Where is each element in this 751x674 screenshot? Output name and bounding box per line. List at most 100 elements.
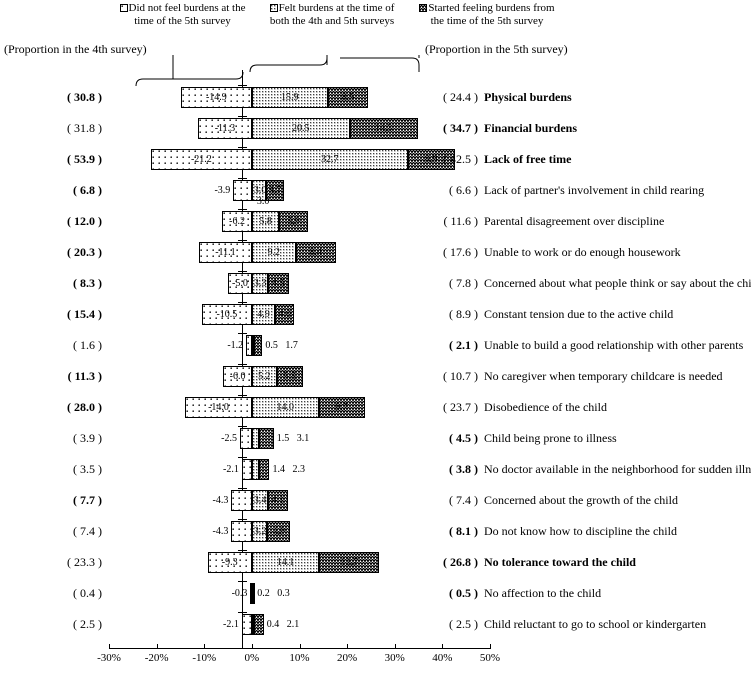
segment-felt-burdens-both-value: 20.5 bbox=[291, 123, 310, 134]
segment-felt-burdens-both-value: 3.4 bbox=[253, 495, 267, 506]
chart-row: ( 53.9 ) -21.2 32.7 9.9 ( 42.5 ) Lack of free… bbox=[0, 144, 751, 175]
category-label: No affection to the child bbox=[484, 586, 602, 600]
proportion-5th-survey: ( 10.7 ) bbox=[443, 369, 478, 383]
x-axis: -30% -20% -10% 0% 10% 20% 30% 40% 50% bbox=[0, 644, 751, 674]
chart-row: ( 1.6 ) -1.2 0.5 1.7 ( 2.1 ) Unable to build … bbox=[0, 330, 751, 361]
zero-tick-mark bbox=[238, 85, 247, 86]
segment-did-not-feel-burdens-value: -11.3 bbox=[214, 123, 236, 134]
proportion-4th-survey: ( 1.6 ) bbox=[73, 338, 102, 352]
axis-tick bbox=[347, 644, 349, 649]
segment-started-feeling-burdens: 9.7 bbox=[318, 397, 365, 418]
segment-did-not-feel-burdens-value: -9.3 bbox=[221, 557, 238, 568]
chart-row: ( 7.4 ) 3.2 4.9 -4.3 ( 8.1 ) Do not know how … bbox=[0, 516, 751, 547]
segment-did-not-feel-burdens-value: -1.2 bbox=[227, 340, 244, 351]
proportion-5th-survey: ( 2.1 ) bbox=[449, 338, 478, 352]
segment-felt-burdens-both-value: 14.1 bbox=[276, 557, 295, 568]
segment-did-not-feel-burdens-value: -10.5 bbox=[216, 309, 238, 320]
stacked-bar: -2.1 1.4 2.3 bbox=[0, 454, 520, 485]
category-label: Do not know how to discipline the child bbox=[484, 524, 677, 538]
segment-did-not-feel-burdens-value: -4.3 bbox=[212, 495, 229, 506]
segment-felt-burdens-both-value: 32.7 bbox=[320, 154, 339, 165]
axis-tick bbox=[394, 644, 396, 649]
segment-did-not-feel-burdens bbox=[231, 521, 252, 542]
proportion-5th-survey: ( 26.8 ) bbox=[443, 555, 478, 569]
category-label: Lack of partner's involvement in child r… bbox=[484, 183, 705, 197]
segment-started-feeling-burdens-value: 4.1 bbox=[271, 495, 285, 506]
segment-felt-burdens-both-value: 4.9 bbox=[257, 309, 270, 320]
segment-started-feeling-burdens-value: 12.7 bbox=[340, 557, 359, 568]
stacked-bar: -2.5 1.5 3.1 bbox=[0, 423, 520, 454]
segment-did-not-feel-burdens: -11.1 bbox=[199, 242, 252, 263]
segment-felt-burdens-both: 32.7 bbox=[251, 149, 408, 170]
stacked-bar: -14.9 15.9 8.5 bbox=[0, 82, 520, 113]
segment-did-not-feel-burdens-value: -6.0 bbox=[229, 371, 246, 382]
segment-did-not-feel-burdens bbox=[241, 459, 252, 480]
axis-tick-label: 30% bbox=[384, 652, 405, 664]
axis-tick-label: -30% bbox=[97, 652, 121, 664]
proportion-4th-survey: ( 31.8 ) bbox=[67, 121, 102, 135]
segment-started-feeling-burdens bbox=[252, 583, 255, 604]
axis-tick bbox=[109, 644, 110, 649]
segment-felt-burdens-both-value: 0.2 bbox=[257, 588, 270, 599]
zero-tick-mark bbox=[238, 209, 247, 210]
segment-did-not-feel-burdens: -10.5 bbox=[201, 304, 252, 325]
proportion-4th-survey: ( 23.3 ) bbox=[67, 555, 102, 569]
segment-started-feeling-burdens-value: 9.9 bbox=[424, 154, 438, 165]
stacked-bar: -1.2 0.5 1.7 bbox=[0, 330, 520, 361]
proportion-5th-survey: ( 2.5 ) bbox=[449, 617, 478, 631]
segment-felt-burdens-both: 5.8 bbox=[251, 211, 280, 232]
segment-started-feeling-burdens-value: 4.0 bbox=[278, 309, 291, 320]
axis-tick-label: 50% bbox=[479, 652, 501, 664]
proportion-4th-survey: ( 28.0 ) bbox=[67, 400, 102, 414]
segment-started-feeling-burdens-value: 9.7 bbox=[335, 402, 348, 413]
proportion-4th-survey: ( 15.4 ) bbox=[67, 307, 102, 321]
zero-line-annotation: 3.0 bbox=[256, 196, 270, 207]
proportion-5th-survey: ( 7.4 ) bbox=[449, 493, 478, 507]
zero-tick-mark bbox=[238, 550, 247, 551]
zero-tick-mark bbox=[238, 302, 247, 303]
category-label: Lack of free time bbox=[484, 152, 572, 166]
category-label: Parental disagreement over discipline bbox=[484, 214, 665, 228]
segment-felt-burdens-both-value: 3.3 bbox=[253, 278, 267, 289]
segment-did-not-feel-burdens: -9.3 bbox=[207, 552, 252, 573]
proportion-4th-survey: ( 7.7 ) bbox=[73, 493, 102, 507]
legend-item-started-feeling-burdens: Started feeling burdens from the time of … bbox=[412, 2, 562, 28]
segment-started-feeling-burdens-value: 2.1 bbox=[286, 619, 300, 630]
legend-swatch-felt-burdens-both-icon bbox=[269, 4, 278, 12]
segment-felt-burdens-both: 3.2 bbox=[251, 521, 268, 542]
segment-started-feeling-burdens-value: 5.9 bbox=[287, 216, 300, 227]
stacked-bar: -6.0 5.2 5.5 bbox=[0, 361, 520, 392]
proportion-5th-survey: ( 0.5 ) bbox=[449, 586, 478, 600]
proportion-4th-survey: ( 0.4 ) bbox=[73, 586, 102, 600]
segment-did-not-feel-burdens-value: -2.1 bbox=[223, 464, 239, 475]
proportion-4th-survey: ( 20.3 ) bbox=[67, 245, 102, 259]
legend-swatch-did-not-feel-burdens-icon bbox=[119, 4, 128, 12]
segment-did-not-feel-burdens-value: -5.0 bbox=[232, 278, 248, 289]
stacked-bar: -6.2 5.8 5.9 bbox=[0, 206, 520, 237]
segment-did-not-feel-burdens bbox=[241, 614, 252, 635]
segment-felt-burdens-both-value: 9.2 bbox=[267, 247, 281, 258]
legend-item-did-not-feel-burdens: Did not feel burdens at the time of the 5… bbox=[110, 2, 255, 28]
segment-felt-burdens-both bbox=[251, 459, 259, 480]
segment-started-feeling-burdens bbox=[253, 614, 264, 635]
legend-label-line1: Did not feel burdens at the bbox=[128, 2, 246, 14]
chart-row: ( 2.5 ) -2.1 0.4 2.1 ( 2.5 ) Child reluctant … bbox=[0, 609, 751, 640]
axis-tick bbox=[442, 644, 444, 649]
segment-did-not-feel-burdens: -11.3 bbox=[198, 118, 252, 139]
segment-felt-burdens-both: 3.3 bbox=[251, 273, 268, 294]
stacked-bar: 3.0 3.7 -3.9 bbox=[0, 175, 520, 206]
proportion-4th-survey: ( 7.4 ) bbox=[73, 524, 102, 538]
segment-started-feeling-burdens: 3.7 bbox=[266, 180, 284, 201]
proportion-4th-survey: ( 53.9 ) bbox=[67, 152, 102, 166]
caption-5th-survey: (Proportion in the 5th survey) bbox=[425, 42, 568, 56]
axis-tick-label: 0% bbox=[244, 652, 260, 664]
segment-did-not-feel-burdens: -5.0 bbox=[228, 273, 252, 294]
stacked-bar: -0.3 0.2 0.3 bbox=[0, 578, 520, 609]
segment-felt-burdens-both: 4.9 bbox=[251, 304, 276, 325]
proportion-5th-survey: ( 23.7 ) bbox=[443, 400, 478, 414]
legend-swatch-started-feeling-burdens-icon bbox=[419, 4, 428, 12]
category-label: Concerned about the growth of the child bbox=[484, 493, 678, 507]
proportion-4th-survey: ( 6.8 ) bbox=[73, 183, 102, 197]
segment-felt-burdens-both: 15.9 bbox=[251, 87, 328, 108]
stacked-bar: -21.2 32.7 9.9 bbox=[0, 144, 520, 175]
